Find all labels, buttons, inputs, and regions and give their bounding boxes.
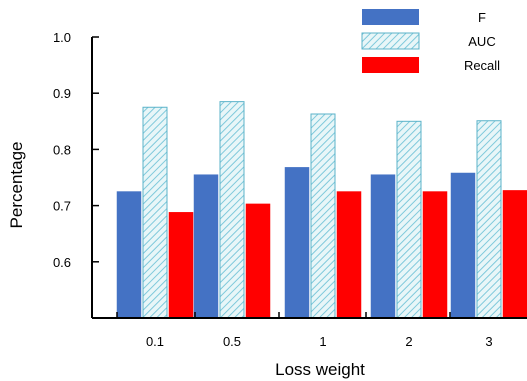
legend-swatch-f (362, 9, 419, 25)
y-tick-label: 0.6 (53, 255, 71, 270)
bar-f-0.5 (193, 174, 219, 319)
bar-auc-2 (396, 120, 422, 319)
x-ticks: 0.1 0.5 1 2 3 (116, 312, 493, 349)
x-tick-label: 0.1 (146, 334, 164, 349)
legend-label-recall: Recall (464, 58, 500, 73)
bar-auc-0.1 (142, 106, 168, 319)
bar-f-0.1 (116, 191, 142, 319)
bar-auc-3 (476, 120, 502, 319)
x-axis-title: Loss weight (275, 360, 365, 379)
y-tick-label: 0.7 (53, 199, 71, 214)
legend-label-auc: AUC (468, 34, 495, 49)
bar-f-2 (370, 174, 396, 319)
y-tick-label: 0.8 (53, 142, 71, 157)
bars-layer (116, 101, 527, 319)
y-tick-label: 1.0 (53, 30, 71, 45)
legend: F AUC Recall (361, 9, 500, 73)
legend-swatch-recall (362, 57, 419, 73)
bar-f-3 (450, 172, 476, 319)
y-axis-title: Percentage (7, 142, 26, 229)
bar-recall-1 (336, 191, 362, 319)
x-tick-label: 3 (485, 334, 492, 349)
bar-f-1 (284, 167, 310, 319)
legend-label-f: F (478, 10, 486, 25)
bar-auc-0.5 (219, 101, 245, 319)
x-tick-label: 1 (319, 334, 326, 349)
y-ticks: 0.6 0.7 0.8 0.9 1.0 (53, 30, 99, 270)
x-tick-label: 0.5 (223, 334, 241, 349)
bar-recall-0.5 (245, 203, 271, 319)
x-tick-label: 2 (405, 334, 412, 349)
bar-recall-2 (422, 191, 448, 319)
bar-recall-3 (502, 190, 527, 319)
y-tick-label: 0.9 (53, 86, 71, 101)
bar-auc-1 (310, 113, 336, 319)
axes-layer (91, 37, 527, 319)
legend-swatch-auc (361, 32, 420, 50)
bar-recall-0.1 (168, 212, 194, 319)
